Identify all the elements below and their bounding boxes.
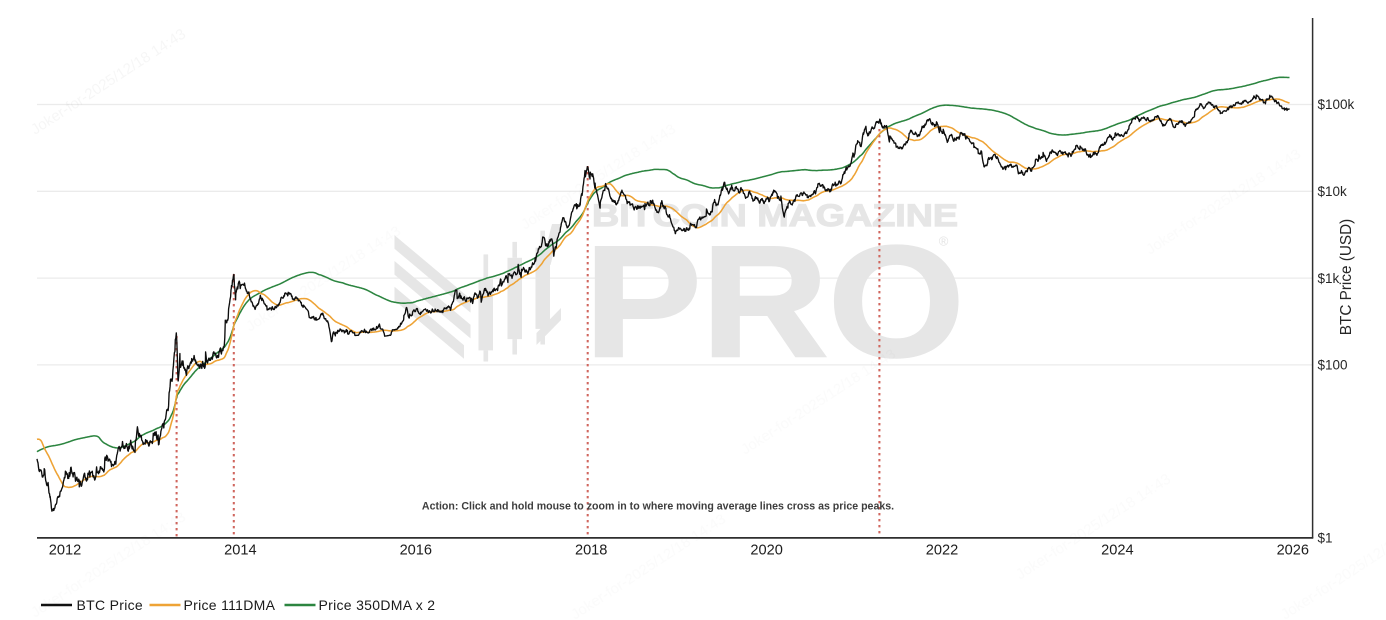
svg-text:2024: 2024 <box>1101 543 1133 559</box>
svg-text:2022: 2022 <box>926 543 958 559</box>
svg-text:BTC Price (USD): BTC Price (USD) <box>1338 219 1355 335</box>
svg-text:$1k: $1k <box>1318 271 1340 286</box>
svg-text:$100k: $100k <box>1318 97 1355 112</box>
svg-text:2016: 2016 <box>400 543 432 559</box>
svg-text:2026: 2026 <box>1277 543 1309 559</box>
svg-text:Action: Click and hold mouse t: Action: Click and hold mouse to zoom in … <box>422 501 894 513</box>
svg-text:BITCOIN MAGAZINE: BITCOIN MAGAZINE <box>592 197 958 233</box>
svg-text:2012: 2012 <box>49 543 81 559</box>
svg-text:2020: 2020 <box>750 543 782 559</box>
svg-text:Price 111DMA: Price 111DMA <box>184 597 276 613</box>
svg-text:2014: 2014 <box>224 543 256 559</box>
svg-text:BTC Price: BTC Price <box>77 597 144 613</box>
svg-text:Price 350DMA x 2: Price 350DMA x 2 <box>319 597 436 613</box>
svg-text:$100: $100 <box>1318 358 1348 373</box>
svg-text:®: ® <box>939 234 949 249</box>
svg-text:$1: $1 <box>1318 530 1333 545</box>
svg-text:PRO: PRO <box>585 214 965 390</box>
svg-text:$10k: $10k <box>1318 184 1348 199</box>
svg-text:2018: 2018 <box>575 543 607 559</box>
